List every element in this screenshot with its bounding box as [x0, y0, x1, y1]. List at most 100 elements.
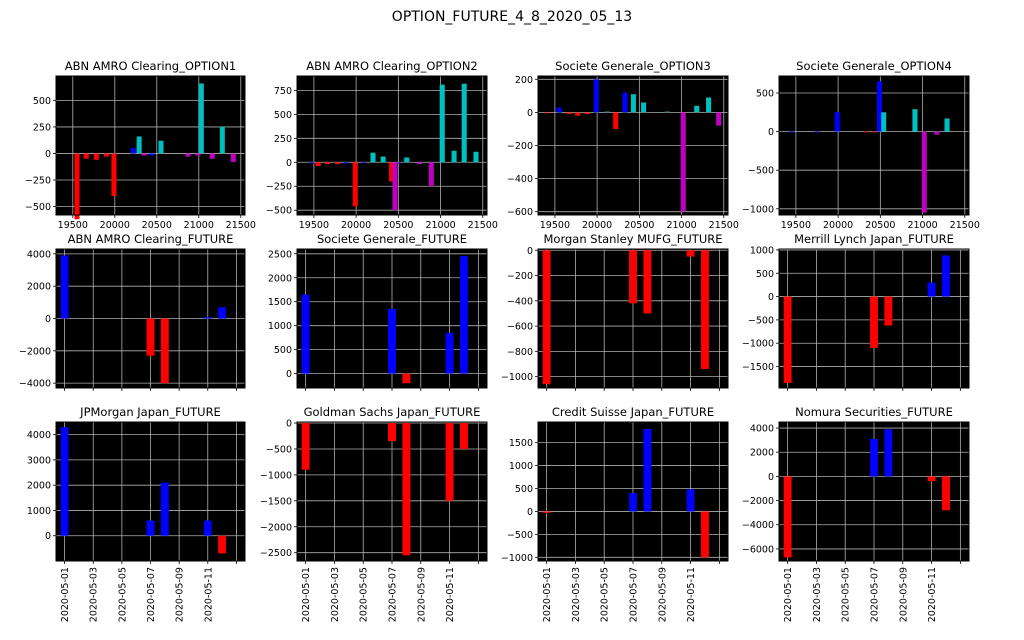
x-tick-label: 2020-05-03: [571, 567, 582, 622]
bar: [60, 255, 69, 319]
y-tick-label: −4000: [19, 379, 51, 390]
figure-title: OPTION_FUTURE_4_8_2020_05_13: [391, 9, 633, 25]
x-tick-label: 2020-05-09: [175, 567, 186, 622]
y-tick-label: −1000: [742, 339, 774, 350]
bar: [149, 153, 155, 156]
y-tick-label: −1500: [742, 362, 774, 373]
bar: [556, 107, 562, 113]
x-tick-label: 2020-05-11: [445, 567, 456, 622]
bar: [370, 152, 376, 163]
y-tick-label: 500: [274, 345, 292, 356]
bar: [876, 81, 883, 132]
subplot-2: ABN AMRO Clearing_OPTION2 −500 −250 0 250 500…: [266, 59, 498, 231]
x-tick-label: 2020-05-05: [600, 567, 611, 622]
bar: [544, 112, 550, 114]
bar: [74, 153, 80, 220]
bar: [643, 428, 652, 512]
y-tick-label: 2500: [268, 249, 292, 260]
x-tick-label: 2020-05-09: [657, 567, 668, 622]
y-tick-label: 0: [45, 314, 51, 325]
x-tick-label: 20500: [624, 220, 654, 231]
bar: [473, 151, 479, 163]
y-tick-label: −500: [25, 202, 51, 213]
x-tick-label: 2020-05-03: [330, 567, 341, 622]
y-tick-label: 500: [274, 110, 292, 121]
y-tick-label: −200: [507, 271, 533, 282]
bar: [219, 126, 225, 154]
bar: [542, 250, 551, 385]
bar: [160, 482, 169, 536]
y-tick-label: 0: [768, 127, 774, 138]
x-tick-label: 20500: [383, 220, 413, 231]
bar: [445, 332, 454, 374]
x-tick-label: 2020-05-01: [60, 567, 71, 622]
y-tick-label: 200: [515, 75, 533, 86]
y-tick-label: −6000: [742, 544, 774, 555]
subplot-9: JPMorgan Japan_FUTURE 0 1000 2000 3000 4000 20…: [27, 405, 246, 622]
y-tick-label: −600: [507, 207, 533, 218]
bar: [629, 493, 637, 512]
bar: [460, 423, 468, 449]
y-tick-label: 4000: [750, 424, 774, 435]
x-tick-label: 21500: [226, 220, 256, 231]
x-tick-label: 2020-05-01: [783, 567, 794, 622]
bar: [195, 153, 201, 156]
y-tick-label: 1000: [509, 461, 533, 472]
x-tick-label: 2020-05-07: [629, 567, 640, 622]
bar: [814, 131, 820, 133]
bar: [60, 427, 69, 536]
subplot-title: Societe Generale_OPTION3: [555, 59, 711, 73]
y-tick-label: 1000: [750, 245, 774, 256]
bar: [389, 162, 395, 182]
y-tick-label: 250: [274, 134, 292, 145]
x-tick-label: 2020-05-01: [542, 567, 553, 622]
bar: [218, 535, 227, 554]
bar: [942, 255, 950, 297]
bar: [460, 256, 468, 374]
y-tick-label: −250: [266, 182, 292, 193]
bar: [146, 520, 155, 536]
x-tick-label: 2020-05-03: [812, 567, 823, 622]
x-tick-label: 2020-05-09: [898, 567, 909, 622]
bar: [352, 162, 358, 207]
y-tick-label: −800: [507, 347, 533, 358]
x-tick-label: 2020-05-11: [686, 567, 697, 622]
bar: [439, 84, 445, 163]
bar: [461, 83, 467, 163]
y-tick-label: 0: [527, 507, 533, 518]
x-tick-label: 19500: [299, 220, 329, 231]
y-tick-label: −500: [507, 530, 533, 541]
subplot-12: Nomura Securities_FUTURE −6000 −4000 −2000 0…: [742, 405, 970, 622]
bar: [604, 111, 610, 113]
x-tick-label: 21500: [468, 220, 498, 231]
bar: [641, 102, 647, 113]
bar: [146, 318, 155, 356]
bar: [218, 307, 227, 319]
y-tick-label: −200: [507, 141, 533, 152]
bar: [130, 148, 136, 154]
x-tick-label: 2020-05-05: [359, 567, 370, 622]
bar: [402, 423, 411, 556]
bar: [198, 83, 204, 154]
bar: [783, 296, 792, 383]
bar: [395, 162, 401, 164]
plot-area: [779, 76, 969, 215]
y-tick-label: 0: [45, 149, 51, 160]
y-tick-label: −1000: [501, 553, 533, 564]
y-tick-label: −400: [507, 174, 533, 185]
x-tick-label: 2020-05-09: [416, 567, 427, 622]
y-tick-label: −500: [266, 206, 292, 217]
y-tick-label: 500: [33, 96, 51, 107]
x-tick-label: 2020-05-11: [203, 567, 214, 622]
subplot-11: Credit Suisse Japan_FUTURE −1000 −500 0 500 1…: [501, 405, 729, 622]
bar: [380, 156, 386, 163]
bar: [934, 131, 940, 135]
subplot-title: Societe Generale_OPTION4: [796, 59, 952, 73]
x-tick-label: 2020-05-03: [89, 567, 100, 622]
subplot-title: ABN AMRO Clearing_OPTION1: [65, 59, 236, 73]
bar: [388, 308, 396, 374]
subplot-4: Societe Generale_OPTION4 −1000 −500 0 500 195…: [742, 59, 980, 231]
bar: [361, 162, 367, 164]
y-tick-label: 500: [756, 88, 774, 99]
x-tick-label: 2020-05-11: [927, 567, 938, 622]
